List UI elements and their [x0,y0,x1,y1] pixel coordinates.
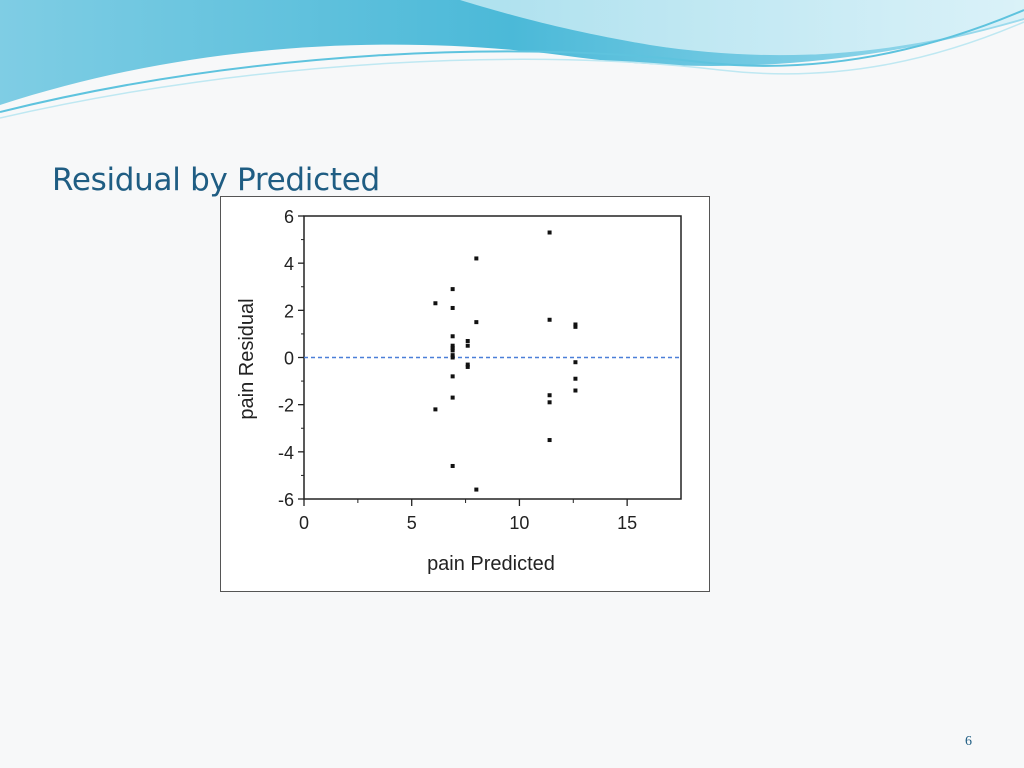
data-point [474,256,479,261]
page-number: 6 [965,734,972,749]
data-point [450,355,455,360]
slide-title: Residual by Predicted [52,162,380,198]
data-point [433,407,438,412]
residual-plot-frame: -6 -4 -2 0 2 4 6 0 5 10 15 pain Predicted pain Res… [220,196,710,592]
data-point [450,343,455,348]
data-point [465,343,470,348]
x-axis-label: pain Predicted [427,553,555,575]
data-point [450,353,455,358]
data-point [547,438,552,443]
data-point [450,287,455,292]
x-tick-label: 10 [509,513,529,533]
data-point [474,320,479,325]
data-point [450,395,455,400]
header-wave-decoration [0,0,1024,119]
scatter-plot: -6 -4 -2 0 2 4 6 0 5 10 15 pain Predicted pain Res… [236,207,682,575]
data-point [573,388,578,393]
data-point [450,374,455,379]
y-tick-label: -4 [278,443,294,463]
data-point [465,364,470,369]
data-point [573,360,578,365]
x-tick-label: 15 [617,513,637,533]
data-point [450,348,455,353]
data-point [547,230,552,235]
data-point [465,338,470,343]
data-points [433,230,578,492]
data-point [547,400,552,405]
y-tick-label: 4 [284,254,294,274]
axes: -6 -4 -2 0 2 4 6 0 5 10 15 [278,207,682,533]
data-point [433,301,438,306]
y-tick-label: 0 [284,349,294,369]
data-point [450,334,455,339]
data-point [450,463,455,468]
data-point [450,305,455,310]
data-point [547,317,552,322]
y-tick-label: 6 [284,207,294,227]
y-axis-label: pain Residual [236,298,258,419]
data-point [547,393,552,398]
data-point [573,376,578,381]
data-point [573,324,578,329]
data-point [573,322,578,327]
y-tick-label: -2 [278,396,294,416]
y-tick-label: -6 [278,490,294,510]
y-tick-label: 2 [284,301,294,321]
x-tick-label: 0 [299,513,309,533]
x-tick-label: 5 [407,513,417,533]
data-point [474,487,479,492]
data-point [450,346,455,351]
data-point [465,362,470,367]
